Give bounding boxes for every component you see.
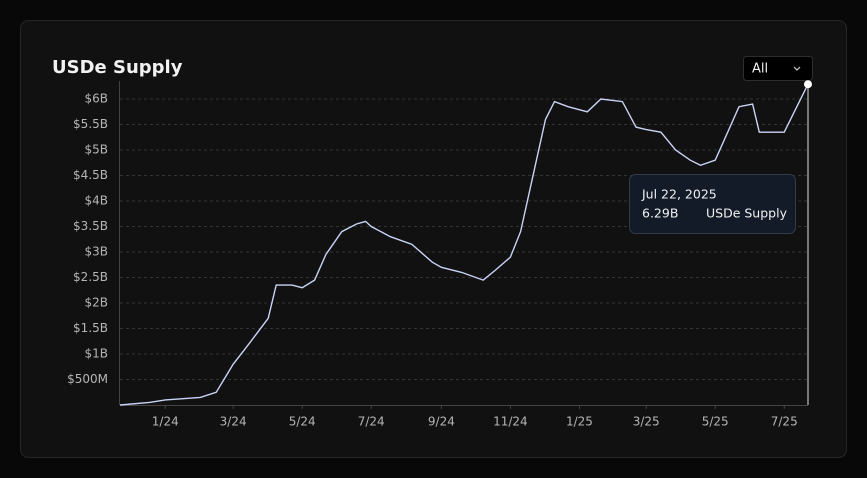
x-tick-label: 11/24 (493, 415, 528, 429)
y-tick-label: $3.5B (73, 219, 108, 233)
series-line (119, 83, 809, 406)
x-tick-label: 1/25 (566, 415, 593, 429)
dropdown-chevron (793, 66, 801, 71)
y-tick-label: $1B (84, 347, 108, 361)
range-dropdown[interactable]: All (743, 56, 813, 81)
y-tick-label: $4.5B (73, 168, 108, 182)
chart-title: USDe Supply (52, 57, 183, 78)
y-tick-label: $5.5B (73, 117, 108, 131)
tooltip-series: USDe Supply (706, 206, 788, 221)
tooltip: Jul 22, 2025 6.29B USDe Supply (629, 174, 796, 234)
card (20, 20, 847, 458)
dropdown-box[interactable] (743, 56, 813, 81)
tooltip-date: Jul 22, 2025 (641, 187, 717, 202)
tooltip-value: 6.29B (642, 206, 678, 221)
x-tick-label: 5/25 (702, 415, 729, 429)
y-tick-label: $1.5B (73, 321, 108, 335)
x-tick-label: 3/24 (220, 415, 247, 429)
x-tick-label: 3/25 (633, 415, 660, 429)
dropdown-label[interactable]: All (752, 62, 768, 77)
y-tick-label: $4B (84, 194, 108, 208)
plot-area: $500M $1B $1.5B $2B $2.5B $3B $3.5B $4B $4.5B $5B… (67, 80, 812, 429)
tooltip-box (629, 174, 796, 234)
x-tick-label: 1/24 (152, 415, 179, 429)
x-tick-label: 7/24 (358, 415, 385, 429)
y-tick-label: $3B (84, 245, 108, 259)
y-tick-label: $500M (67, 372, 108, 386)
y-tick-label: $6B (84, 92, 108, 106)
y-tick-label: $5B (84, 143, 108, 157)
x-tick-label: 9/24 (428, 415, 455, 429)
x-tick-label: 7/25 (771, 415, 798, 429)
y-tick-label: $2B (84, 296, 108, 310)
x-tick-label: 5/24 (289, 415, 316, 429)
y-tick-label: $2.5B (73, 270, 108, 284)
hover-point (804, 80, 812, 89)
